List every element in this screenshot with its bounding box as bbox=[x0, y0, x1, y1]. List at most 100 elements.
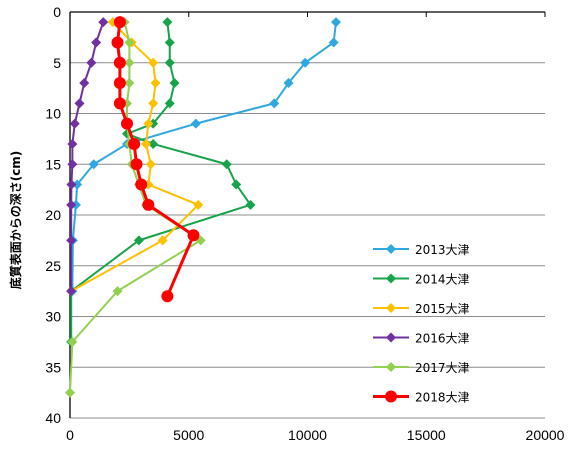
data-point bbox=[164, 37, 175, 48]
data-point bbox=[124, 37, 135, 48]
data-point bbox=[245, 199, 256, 210]
data-point bbox=[79, 78, 90, 89]
y-tick-label: 10 bbox=[45, 106, 61, 122]
y-tick-label: 5 bbox=[53, 55, 61, 71]
legend-label: 2017大津 bbox=[415, 361, 470, 375]
data-point bbox=[150, 78, 161, 89]
legend-label: 2018大津 bbox=[415, 391, 470, 405]
data-point bbox=[86, 57, 97, 68]
data-point bbox=[66, 199, 77, 210]
data-point bbox=[128, 137, 141, 150]
x-tick-label: 0 bbox=[66, 427, 74, 443]
series-2016大津 bbox=[66, 17, 109, 297]
y-tick-label: 40 bbox=[45, 410, 61, 426]
axes bbox=[69, 11, 546, 418]
data-point bbox=[66, 179, 77, 190]
data-point bbox=[113, 77, 126, 90]
data-point bbox=[193, 199, 204, 210]
series-2017大津 bbox=[65, 17, 206, 398]
legend-marker bbox=[386, 362, 396, 372]
data-point bbox=[111, 36, 124, 49]
data-point bbox=[157, 235, 168, 246]
data-point bbox=[98, 17, 109, 28]
legend-marker bbox=[386, 332, 396, 343]
series-2013大津 bbox=[67, 17, 341, 297]
data-point bbox=[69, 118, 80, 129]
data-point bbox=[67, 138, 78, 149]
x-tick-label: 20000 bbox=[526, 427, 565, 443]
x-tick-label: 10000 bbox=[288, 427, 327, 443]
legend-entry: 2013大津 bbox=[373, 243, 470, 257]
data-point bbox=[65, 387, 75, 398]
data-point bbox=[124, 57, 135, 68]
series-2014大津 bbox=[66, 17, 256, 347]
data-point bbox=[112, 286, 123, 297]
y-tick-label: 20 bbox=[45, 207, 61, 223]
data-point bbox=[66, 235, 77, 246]
legend-marker bbox=[386, 273, 396, 284]
series-line bbox=[71, 22, 337, 292]
legend-entry: 2017大津 bbox=[373, 361, 470, 375]
data-point bbox=[133, 235, 144, 246]
data-point bbox=[148, 57, 159, 68]
data-point bbox=[190, 118, 201, 129]
data-point bbox=[269, 98, 280, 109]
legend-entry: 2016大津 bbox=[373, 332, 470, 346]
x-tick-label: 5000 bbox=[173, 427, 204, 443]
legend-label: 2014大津 bbox=[415, 273, 470, 287]
data-point bbox=[135, 178, 148, 191]
legend-entry: 2018大津 bbox=[373, 390, 470, 405]
data-point bbox=[283, 78, 294, 89]
series-line bbox=[69, 21, 202, 393]
legend-entry: 2014大津 bbox=[373, 273, 470, 287]
data-point bbox=[231, 179, 242, 190]
data-point bbox=[113, 56, 126, 69]
y-tick-label: 30 bbox=[45, 309, 61, 325]
data-point bbox=[331, 17, 341, 28]
legend-label: 2013大津 bbox=[415, 243, 470, 257]
x-tick-label: 15000 bbox=[407, 427, 446, 443]
data-point bbox=[143, 118, 154, 129]
legend-label: 2015大津 bbox=[415, 302, 470, 316]
legend-label: 2016大津 bbox=[415, 332, 470, 346]
legend: 2013大津 2014大津 2015大津 2016大津 2017大津 2018大津 bbox=[373, 243, 470, 405]
data-point bbox=[66, 286, 77, 297]
data-point bbox=[148, 138, 159, 149]
data-point bbox=[328, 37, 339, 48]
data-point bbox=[88, 159, 99, 170]
data-point bbox=[300, 57, 311, 68]
series-2018大津 bbox=[111, 16, 200, 303]
data-point bbox=[187, 229, 200, 242]
data-point bbox=[169, 78, 180, 89]
data-point bbox=[145, 159, 156, 170]
data-point bbox=[67, 159, 78, 170]
data-point bbox=[113, 16, 126, 29]
data-point bbox=[148, 98, 159, 109]
x-tick-labels: 0 5000 10000 15000 20000 bbox=[66, 427, 565, 443]
y-axis-label: 底質表面からの深さ(cm) bbox=[8, 151, 23, 290]
data-point bbox=[162, 17, 173, 28]
data-point bbox=[142, 198, 155, 211]
legend-entry: 2015大津 bbox=[373, 302, 470, 316]
data-point bbox=[221, 159, 232, 170]
data-point bbox=[164, 98, 175, 109]
data-point bbox=[121, 117, 133, 130]
data-point bbox=[113, 97, 126, 110]
data-point bbox=[124, 78, 135, 89]
legend-marker bbox=[386, 244, 396, 254]
y-tick-label: 25 bbox=[45, 258, 61, 274]
y-tick-label: 35 bbox=[45, 359, 61, 375]
data-point bbox=[91, 37, 102, 48]
data-point bbox=[67, 336, 78, 347]
series-line bbox=[70, 21, 200, 292]
y-tick-label: 15 bbox=[45, 156, 61, 172]
legend-marker bbox=[385, 390, 397, 403]
data-point bbox=[74, 98, 85, 109]
data-point bbox=[72, 179, 83, 190]
data-point bbox=[130, 158, 143, 171]
y-tick-labels: 0 5 10 15 20 25 30 35 40 bbox=[45, 4, 61, 426]
data-point bbox=[164, 57, 175, 68]
y-tick-label: 0 bbox=[53, 4, 61, 20]
series-line bbox=[70, 22, 252, 342]
legend-marker bbox=[386, 303, 396, 313]
